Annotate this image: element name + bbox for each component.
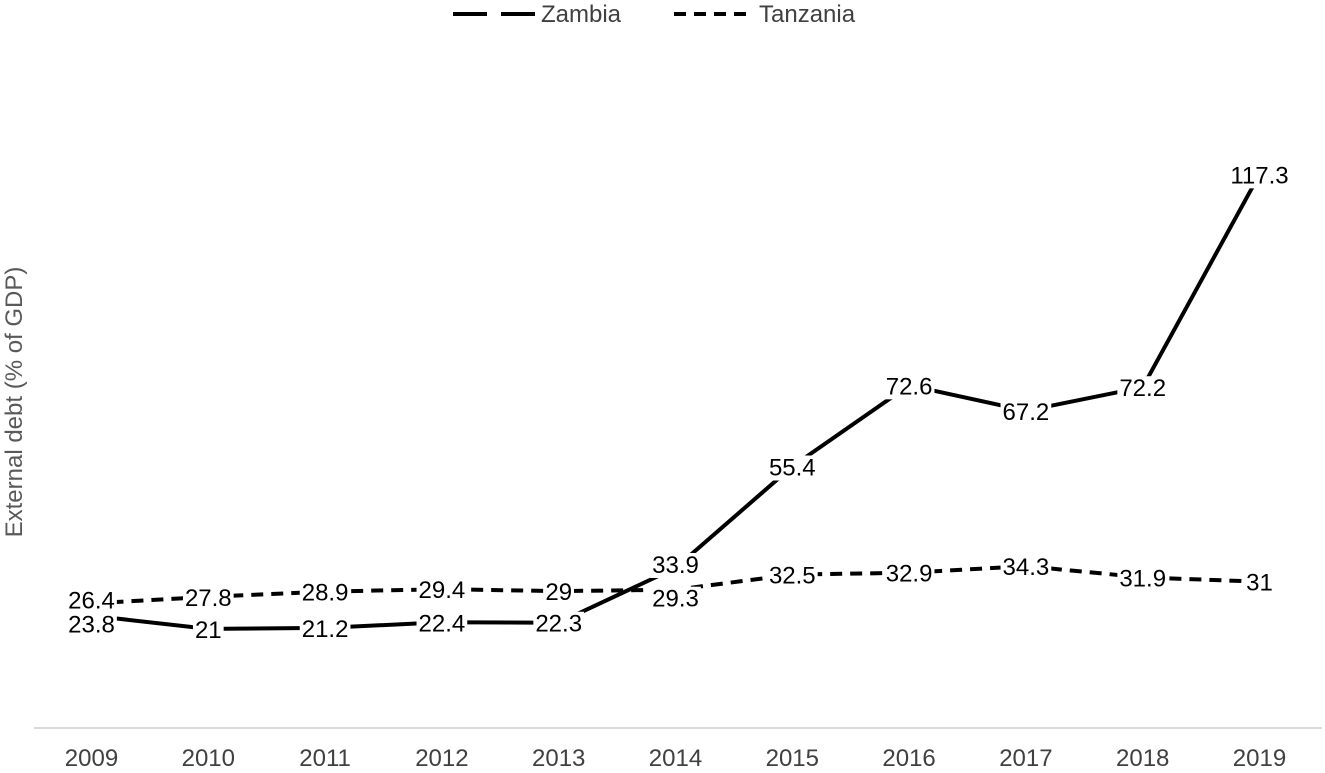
x-tick-label: 2017 <box>999 745 1052 772</box>
data-label-tanzania: 29.3 <box>652 586 699 613</box>
data-label-bg <box>192 617 224 643</box>
data-label-zambia: 72.2 <box>1119 375 1166 402</box>
data-label-zambia: 21 <box>195 617 222 644</box>
data-label-zambia: 67.2 <box>1003 399 1050 426</box>
data-label-bg <box>299 580 351 606</box>
data-label-bg <box>416 611 468 637</box>
data-label-tanzania: 28.9 <box>302 580 349 607</box>
data-label-bg <box>650 552 701 578</box>
data-label-zambia: 22.3 <box>535 611 582 638</box>
data-label-tanzania: 27.8 <box>185 585 232 612</box>
data-label-bg <box>766 455 818 481</box>
data-label-tanzania: 29 <box>545 579 572 606</box>
legend-label-tanzania: Tanzania <box>759 1 856 28</box>
data-label-tanzania: 26.4 <box>68 587 115 614</box>
y-axis-title: External debt (% of GDP) <box>1 267 28 538</box>
data-label-zambia: 117.3 <box>1230 162 1288 189</box>
data-label-zambia: 22.4 <box>419 610 466 637</box>
data-label-bg <box>650 586 701 612</box>
data-label-zambia: 23.8 <box>68 612 115 639</box>
data-label-bg <box>66 612 117 638</box>
data-label-tanzania: 31 <box>1246 570 1273 597</box>
data-label-zambia: 55.4 <box>769 455 816 482</box>
data-label-zambia: 33.9 <box>652 552 699 579</box>
x-tick-label: 2013 <box>532 745 585 772</box>
data-label-tanzania: 29.4 <box>419 577 466 604</box>
data-label-bg <box>299 616 351 642</box>
x-tick-label: 2016 <box>882 745 935 772</box>
x-tick-label: 2018 <box>1116 745 1169 772</box>
data-label-bg <box>1117 566 1169 592</box>
data-label-bg <box>533 611 585 637</box>
data-label-zambia: 21.2 <box>302 616 349 643</box>
data-label-bg <box>66 588 117 614</box>
data-label-bg <box>883 561 935 587</box>
data-label-tanzania: 34.3 <box>1003 554 1050 581</box>
x-tick-label: 2014 <box>649 745 702 772</box>
data-label-tanzania: 32.5 <box>769 563 816 590</box>
data-label-bg <box>766 563 818 589</box>
data-label-bg <box>1228 163 1291 189</box>
data-label-bg <box>416 578 468 604</box>
x-tick-label: 2015 <box>766 745 819 772</box>
x-tick-label: 2011 <box>299 745 351 772</box>
legend-label-zambia: Zambia <box>541 1 622 28</box>
data-label-bg <box>1244 570 1275 596</box>
data-label-bg <box>883 374 935 400</box>
x-tick-label: 2009 <box>65 745 118 772</box>
data-label-bg <box>1000 399 1052 425</box>
x-tick-label: 2012 <box>415 745 468 772</box>
data-label-tanzania: 32.9 <box>886 561 933 588</box>
legend: Zambia Tanzania <box>453 1 856 28</box>
data-label-tanzania: 31.9 <box>1119 565 1166 592</box>
data-label-bg <box>182 585 234 611</box>
data-labels: 23.8 21 21.2 22.4 22.3 33.9 55.4 72.6 67.2 72.2 11… <box>66 162 1291 644</box>
data-label-bg <box>1000 555 1052 581</box>
x-tick-label: 2010 <box>182 745 235 772</box>
data-label-bg <box>543 580 575 606</box>
data-label-zambia: 72.6 <box>886 373 933 400</box>
data-label-bg <box>1117 376 1169 402</box>
x-tick-labels: 2009 2010 2011 2012 2013 2014 2015 2016 2017 2018… <box>65 745 1286 772</box>
x-tick-label: 2019 <box>1233 745 1286 772</box>
